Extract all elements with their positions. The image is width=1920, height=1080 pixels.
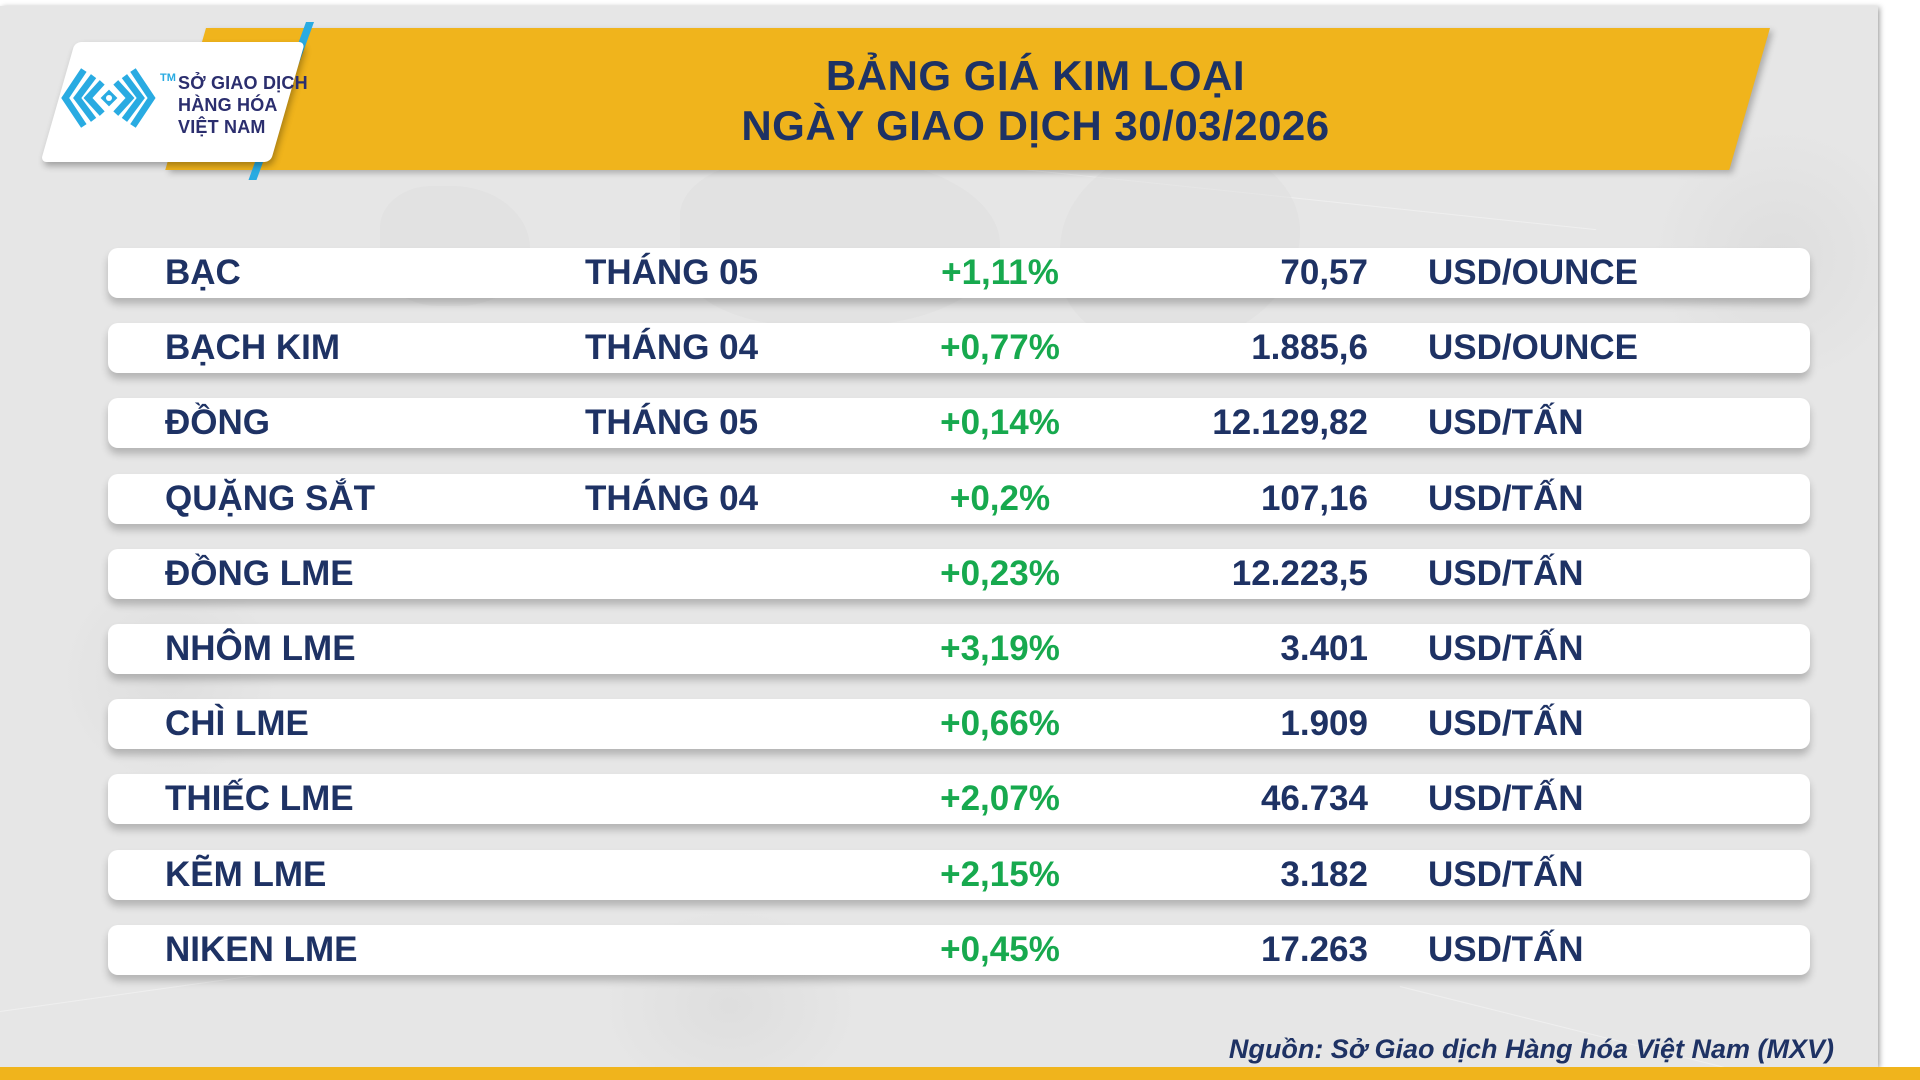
commodity-name: KẼM LME: [165, 855, 327, 894]
price-value: 46.734: [1260, 779, 1368, 818]
change-percent: +0,77%: [940, 328, 1060, 367]
table-row: KẼM LME +2,15% 3.182 USD/TẤN: [108, 850, 1810, 900]
commodity-name: NHÔM LME: [165, 629, 356, 668]
price-value: 1.909: [1280, 704, 1368, 743]
change-percent: +3,19%: [940, 629, 1060, 668]
page-title-line1: BẢNG GIÁ KIM LOẠI: [825, 52, 1246, 99]
contract-month: THÁNG 04: [585, 479, 759, 518]
price-value: 3.182: [1280, 855, 1368, 894]
contract-month: THÁNG 04: [585, 328, 759, 367]
change-percent: +0,2%: [949, 479, 1051, 518]
source-note: Nguồn: Sở Giao dịch Hàng hóa Việt Nam (M…: [1228, 1034, 1834, 1064]
change-percent: +0,23%: [940, 554, 1060, 593]
commodity-name: THIẾC LME: [165, 779, 354, 818]
table-row: NHÔM LME +3,19% 3.401 USD/TẤN: [108, 624, 1810, 674]
table-row: BẠCH KIM THÁNG 04 +0,77% 1.885,6 USD/OUNCE: [108, 323, 1810, 373]
contract-month: THÁNG 05: [585, 403, 759, 442]
price-value: 12.129,82: [1212, 403, 1368, 442]
price-unit: USD/TẤN: [1428, 779, 1584, 818]
page-title: BẢNG GIÁ KIM LOẠI NGÀY GIAO DỊCH 30/03/2…: [206, 36, 1770, 166]
table-row: THIẾC LME +2,07% 46.734 USD/TẤN: [108, 774, 1810, 824]
price-unit: USD/TẤN: [1428, 855, 1584, 894]
table-row: BẠC THÁNG 05 +1,11% 70,57 USD/OUNCE: [108, 248, 1810, 298]
price-unit: USD/TẤN: [1428, 554, 1584, 593]
commodity-name: BẠCH KIM: [165, 328, 340, 367]
price-value: 1.885,6: [1251, 328, 1368, 367]
price-unit: USD/TẤN: [1428, 479, 1584, 518]
table-row: ĐỒNG LME +0,23% 12.223,5 USD/TẤN: [108, 549, 1810, 599]
commodity-name: BẠC: [165, 253, 241, 292]
commodity-name: CHÌ LME: [165, 704, 309, 743]
change-percent: +1,11%: [941, 253, 1059, 292]
page-canvas: BẢNG GIÁ KIM LOẠI NGÀY GIAO DỊCH 30/03/2…: [0, 6, 1878, 1067]
commodity-name: QUẶNG SẮT: [165, 479, 375, 518]
price-unit: USD/TẤN: [1428, 704, 1584, 743]
change-percent: +0,45%: [940, 930, 1060, 969]
change-percent: +0,14%: [940, 403, 1060, 442]
price-unit: USD/OUNCE: [1428, 253, 1639, 292]
world-map-watermark: [680, 156, 1000, 326]
table-row: ĐỒNG THÁNG 05 +0,14% 12.129,82 USD/TẤN: [108, 398, 1810, 448]
logo-trademark: TM: [160, 72, 176, 84]
commodity-name: NIKEN LME: [165, 930, 358, 969]
contract-month: THÁNG 05: [585, 253, 759, 292]
table-row: NIKEN LME +0,45% 17.263 USD/TẤN: [108, 925, 1810, 975]
page-title-line2: NGÀY GIAO DỊCH 30/03/2026: [741, 102, 1330, 149]
logo-org-line3: VIỆT NAM: [178, 117, 266, 137]
logo-org-line1: SỞ GIAO DỊCH: [178, 73, 308, 93]
background-blob: [60, 566, 280, 786]
world-map-watermark: [1060, 146, 1300, 346]
change-percent: +2,15%: [940, 855, 1060, 894]
price-unit: USD/TẤN: [1428, 403, 1584, 442]
mxv-logo-mark-icon: [61, 68, 156, 128]
change-percent: +2,07%: [940, 779, 1060, 818]
price-unit: USD/TẤN: [1428, 930, 1584, 969]
price-value: 17.263: [1260, 930, 1368, 969]
price-value: 3.401: [1280, 629, 1368, 668]
price-unit: USD/TẤN: [1428, 629, 1584, 668]
table-row: QUẶNG SẮT THÁNG 04 +0,2% 107,16 USD/TẤN: [108, 474, 1810, 524]
table-row: CHÌ LME +0,66% 1.909 USD/TẤN: [108, 699, 1810, 749]
footer-bar: [0, 1067, 1920, 1080]
price-value: 107,16: [1260, 479, 1368, 518]
price-value: 70,57: [1280, 253, 1368, 292]
logo-org-name: SỞ GIAO DỊCH HÀNG HÓA VIỆT NAM: [178, 72, 308, 138]
commodity-name: ĐỒNG LME: [165, 554, 354, 593]
price-unit: USD/OUNCE: [1428, 328, 1639, 367]
change-percent: +0,66%: [940, 704, 1060, 743]
commodity-name: ĐỒNG: [165, 403, 270, 442]
logo-org-line2: HÀNG HÓA: [178, 95, 278, 115]
price-value: 12.223,5: [1231, 554, 1368, 593]
